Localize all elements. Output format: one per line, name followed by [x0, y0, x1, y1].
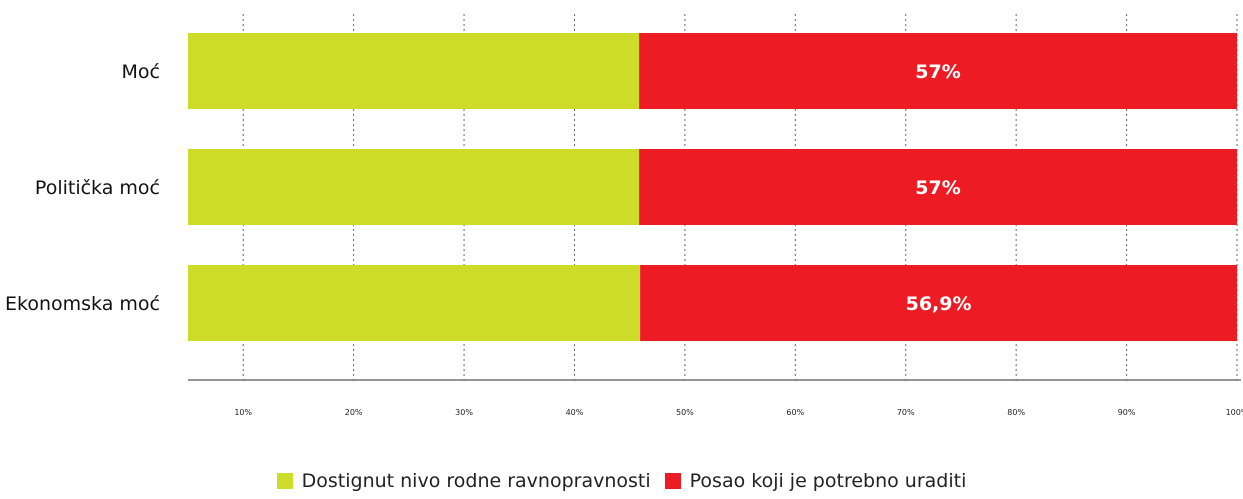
x-tick-label: 60% — [786, 408, 804, 417]
category-label: Politička moć — [35, 177, 160, 199]
legend-item-achieved: Dostignut nivo rodne ravnopravnosti — [276, 470, 651, 492]
legend-swatch-achieved — [276, 473, 293, 489]
data-label: 56,9% — [906, 293, 972, 315]
legend-label-remaining: Posao koji je potrebno uraditi — [689, 470, 967, 492]
x-tick-label: 10% — [234, 408, 252, 417]
x-tick-label: 80% — [1007, 408, 1025, 417]
category-label: Moć — [122, 61, 160, 83]
legend-swatch-remaining — [664, 473, 681, 489]
bar-achieved — [188, 33, 640, 109]
x-tick-label: 20% — [345, 408, 363, 417]
bar-remaining — [640, 265, 1237, 341]
bar-remaining — [639, 149, 1237, 225]
x-tick-label: 70% — [897, 408, 915, 417]
x-tick-label: 100% — [1226, 408, 1243, 417]
x-tick-label: 30% — [455, 408, 473, 417]
x-tick-label: 90% — [1118, 408, 1136, 417]
bar-achieved — [188, 265, 641, 341]
data-label: 57% — [915, 177, 960, 199]
stacked-bar-chart: 57% Moć 57% Politička moć 56,9% Ekonomska moć… — [5, 14, 1243, 417]
category-label: Ekonomska moć — [5, 293, 160, 315]
legend-item-remaining: Posao koji je potrebno uraditi — [664, 470, 967, 492]
x-tick-label: 40% — [566, 408, 584, 417]
x-tick-label: 50% — [676, 408, 694, 417]
legend: Dostignut nivo rodne ravnopravnosti Posa… — [0, 470, 1243, 492]
data-label: 57% — [915, 61, 960, 83]
legend-label-achieved: Dostignut nivo rodne ravnopravnosti — [301, 470, 651, 492]
bar-remaining — [639, 33, 1237, 109]
bar-achieved — [188, 149, 640, 225]
